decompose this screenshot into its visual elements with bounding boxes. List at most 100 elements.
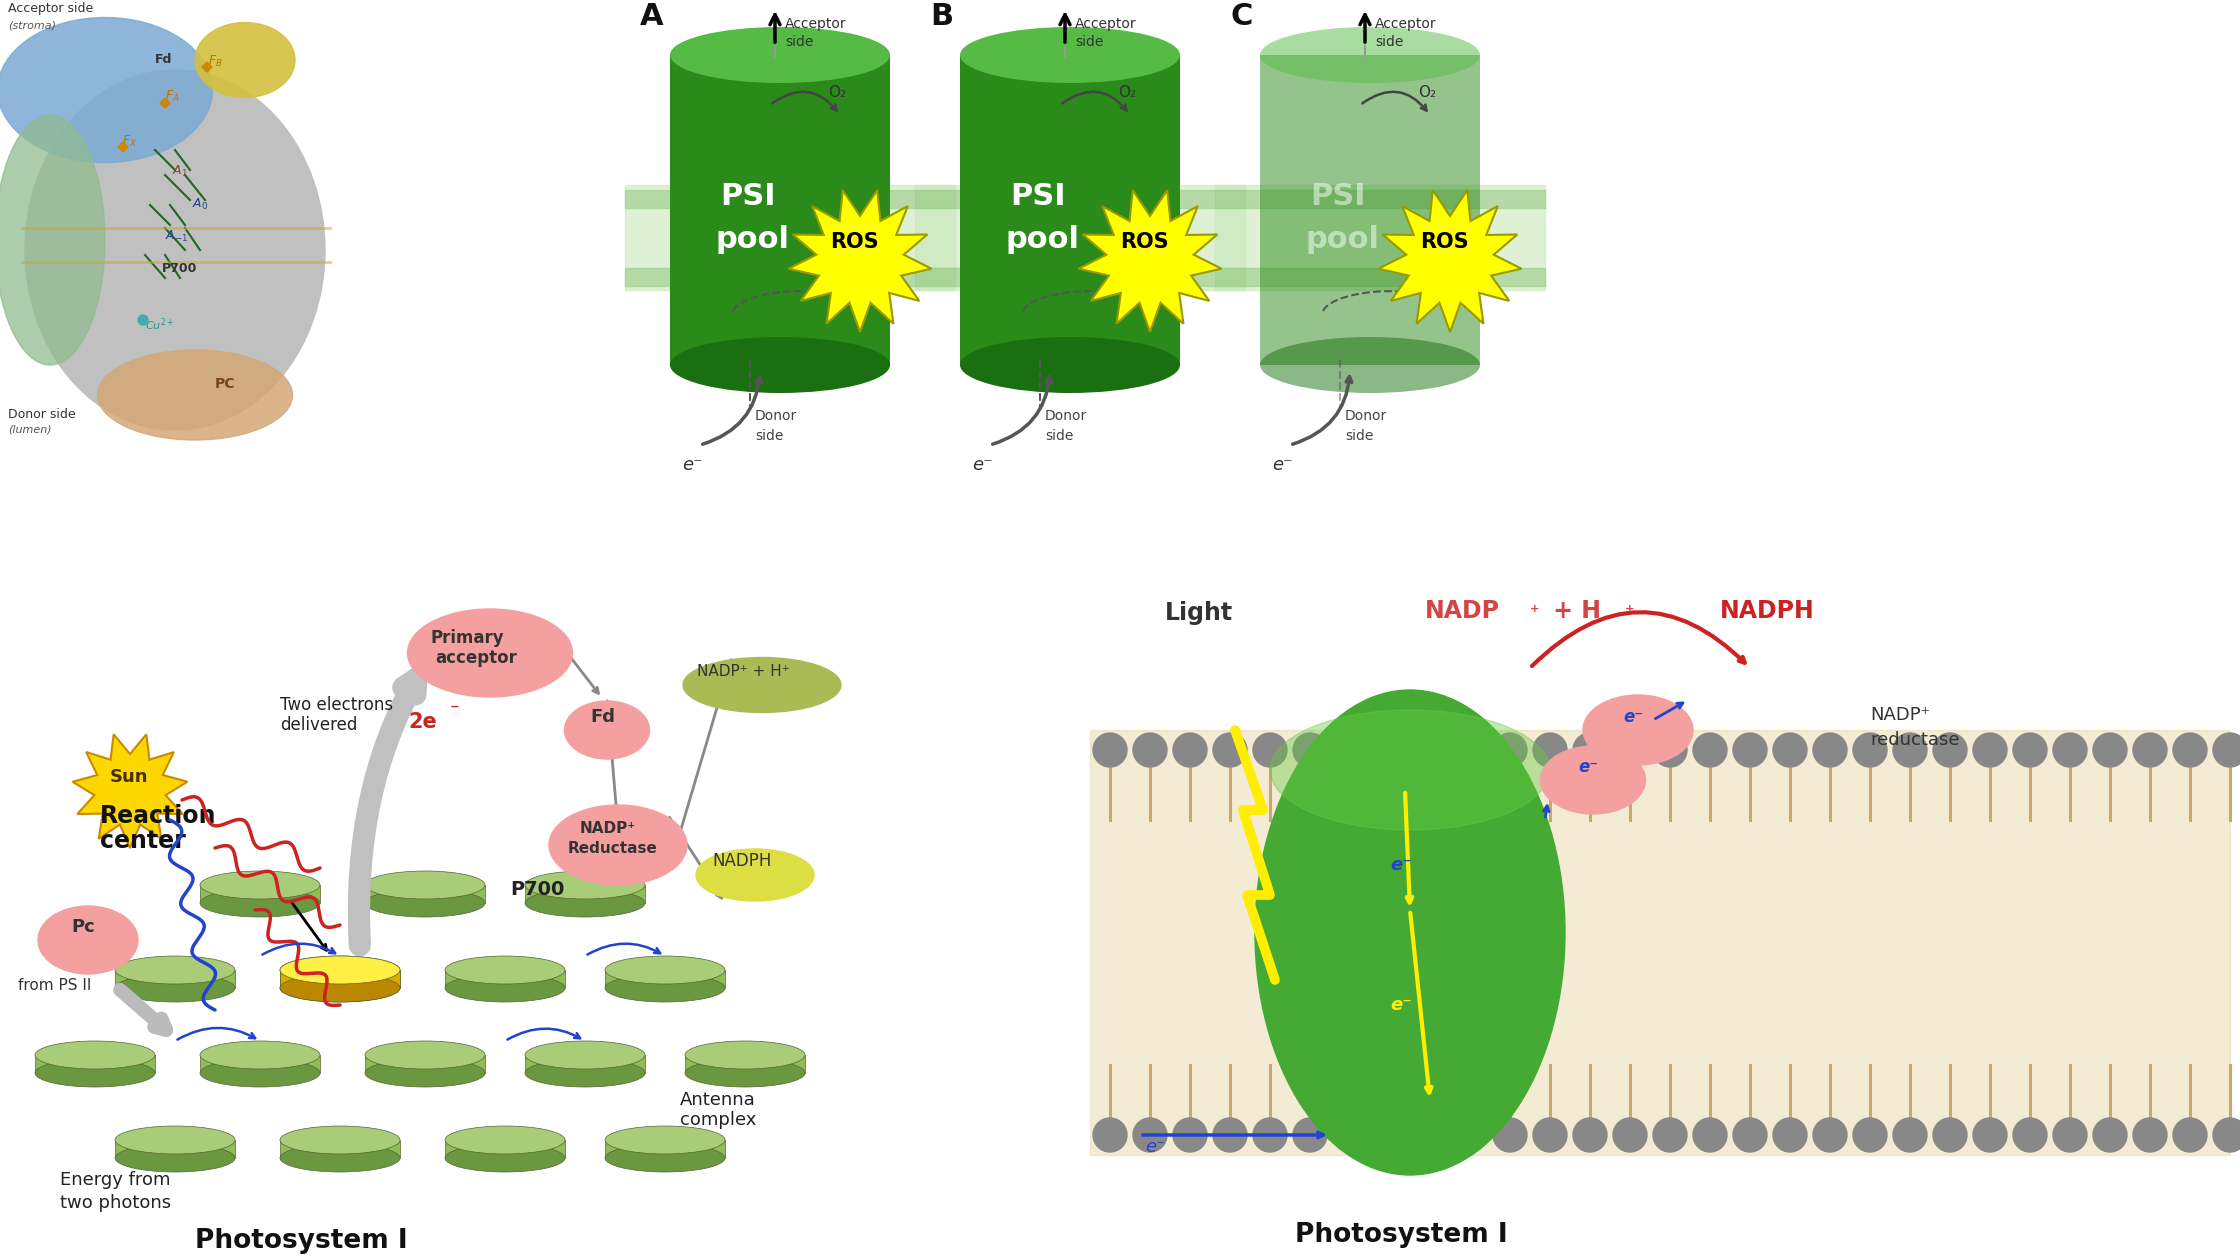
Circle shape (1693, 733, 1727, 767)
Text: $A_0$: $A_0$ (193, 197, 208, 212)
Text: pool: pool (1306, 226, 1380, 255)
Circle shape (2092, 1118, 2128, 1152)
Text: (lumen): (lumen) (9, 425, 52, 435)
Circle shape (1774, 733, 1808, 767)
Circle shape (1532, 733, 1568, 767)
Text: NADP⁺: NADP⁺ (1870, 706, 1931, 724)
Circle shape (2054, 733, 2088, 767)
Text: Primary: Primary (430, 629, 504, 646)
Ellipse shape (446, 956, 564, 984)
Bar (605, 1140, 726, 1158)
Circle shape (1252, 1118, 1288, 1152)
Bar (446, 1140, 564, 1158)
Ellipse shape (446, 1126, 564, 1154)
Circle shape (1093, 1118, 1127, 1152)
Circle shape (2014, 733, 2047, 767)
Text: Fd: Fd (589, 708, 616, 726)
Ellipse shape (36, 1058, 155, 1087)
Text: e⁻: e⁻ (1272, 456, 1292, 474)
Text: Reaction: Reaction (101, 804, 217, 828)
Text: side: side (784, 35, 813, 49)
Ellipse shape (961, 336, 1180, 393)
Ellipse shape (961, 26, 1180, 83)
Text: Pc: Pc (72, 919, 94, 936)
Ellipse shape (280, 956, 401, 984)
Text: ⁺: ⁺ (1624, 604, 1635, 622)
Bar (524, 1055, 645, 1074)
Text: Acceptor side: Acceptor side (9, 3, 94, 15)
Text: $A_{-1}$: $A_{-1}$ (166, 229, 188, 244)
Ellipse shape (605, 974, 726, 1002)
Circle shape (1852, 733, 1886, 767)
Ellipse shape (199, 1058, 320, 1087)
Text: e⁻: e⁻ (1391, 995, 1411, 1014)
Bar (625, 185, 954, 290)
Text: side: side (1375, 35, 1404, 49)
Circle shape (1973, 733, 2007, 767)
Circle shape (1494, 1118, 1528, 1152)
Circle shape (1413, 1118, 1447, 1152)
Circle shape (1812, 1118, 1848, 1152)
Text: Donor side: Donor side (9, 408, 76, 421)
Ellipse shape (114, 974, 235, 1002)
Bar (605, 970, 726, 988)
Bar (446, 970, 564, 988)
Circle shape (1174, 1118, 1207, 1152)
Text: side: side (1046, 428, 1073, 444)
Ellipse shape (365, 890, 486, 917)
Circle shape (1973, 1118, 2007, 1152)
Text: side: side (755, 428, 784, 444)
Circle shape (1333, 733, 1366, 767)
Text: NADPH: NADPH (712, 852, 771, 869)
Ellipse shape (280, 1144, 401, 1172)
Text: Fd: Fd (155, 53, 172, 66)
Text: $A_1$: $A_1$ (172, 164, 188, 179)
Circle shape (2132, 1118, 2166, 1152)
Ellipse shape (524, 890, 645, 917)
Text: Antenna: Antenna (681, 1091, 755, 1109)
Ellipse shape (605, 1126, 726, 1154)
Circle shape (1613, 1118, 1646, 1152)
Text: pool: pool (715, 226, 788, 255)
Text: ROS: ROS (1420, 232, 1469, 252)
Ellipse shape (99, 350, 293, 440)
Ellipse shape (365, 1058, 486, 1087)
Circle shape (1454, 733, 1487, 767)
Circle shape (1333, 1118, 1366, 1152)
Circle shape (2173, 1118, 2206, 1152)
Bar (36, 1055, 155, 1074)
Circle shape (1893, 1118, 1926, 1152)
Bar (685, 1055, 804, 1074)
Text: e⁻: e⁻ (1391, 856, 1411, 874)
Text: delivered: delivered (280, 716, 358, 735)
Circle shape (1214, 733, 1248, 767)
Text: Acceptor: Acceptor (784, 16, 847, 32)
Circle shape (1494, 733, 1528, 767)
Ellipse shape (1270, 709, 1550, 830)
Circle shape (2213, 733, 2240, 767)
Text: $F_A$: $F_A$ (166, 89, 179, 105)
Text: Two electrons: Two electrons (280, 696, 394, 714)
Text: side: side (1344, 428, 1373, 444)
Ellipse shape (549, 805, 688, 885)
Ellipse shape (280, 956, 401, 984)
Bar (524, 885, 645, 903)
Text: Light: Light (1165, 601, 1234, 625)
Circle shape (2014, 1118, 2047, 1152)
Ellipse shape (199, 871, 320, 898)
Bar (1214, 185, 1546, 290)
Ellipse shape (38, 906, 139, 974)
Circle shape (139, 315, 148, 325)
Bar (670, 55, 889, 365)
Circle shape (1174, 733, 1207, 767)
Text: 2e: 2e (408, 712, 437, 732)
Bar (280, 1140, 401, 1158)
Ellipse shape (280, 974, 401, 1002)
Bar (199, 1055, 320, 1074)
Circle shape (1292, 1118, 1326, 1152)
Bar (114, 1140, 235, 1158)
Text: O₂: O₂ (1118, 84, 1136, 100)
Text: PC: PC (215, 377, 235, 391)
Text: two photons: two photons (60, 1194, 170, 1212)
Text: + H: + H (1546, 598, 1602, 622)
